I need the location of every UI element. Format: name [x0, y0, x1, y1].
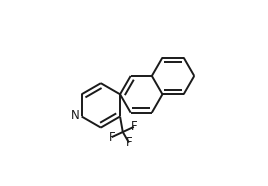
- Text: F: F: [109, 131, 115, 144]
- Text: F: F: [131, 120, 137, 133]
- Text: F: F: [126, 136, 132, 149]
- Text: N: N: [71, 109, 80, 122]
